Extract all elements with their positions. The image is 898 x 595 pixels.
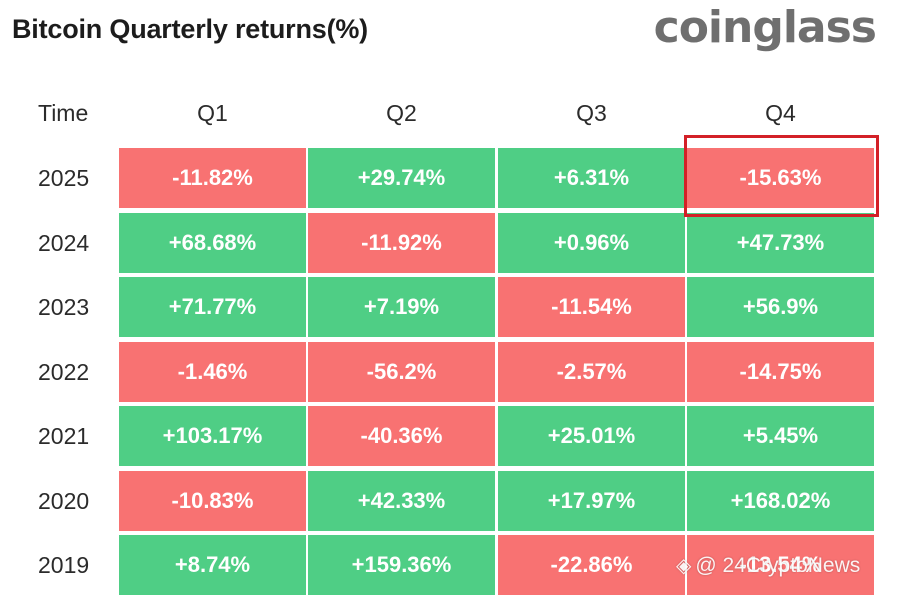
watermark-text: @ 24CryptoNews bbox=[695, 554, 861, 577]
return-cell: -56.2% bbox=[308, 342, 495, 402]
return-cell: +168.02% bbox=[687, 471, 874, 531]
chart-title: Bitcoin Quarterly returns(%) bbox=[12, 14, 368, 44]
return-cell: +25.01% bbox=[498, 406, 685, 466]
return-cell: -13.54% bbox=[687, 535, 874, 595]
return-cell: +8.74% bbox=[119, 535, 306, 595]
row-label-year: 2019 bbox=[38, 552, 90, 578]
coinglass-logo: coinglass bbox=[653, 2, 877, 53]
return-cell: -14.75% bbox=[687, 342, 874, 402]
return-cell: -22.86% bbox=[498, 535, 685, 595]
row-label-year: 2021 bbox=[38, 423, 90, 449]
return-cell: -15.63% bbox=[687, 148, 874, 208]
return-cell: +47.73% bbox=[687, 213, 874, 273]
return-cell: +17.97% bbox=[498, 471, 685, 531]
watermark: ◈ @ 24CryptoNews bbox=[676, 553, 860, 578]
return-cell: +56.9% bbox=[687, 277, 874, 337]
column-header-q2: Q2 bbox=[386, 100, 417, 126]
row-label-year: 2022 bbox=[38, 359, 90, 385]
return-cell: -1.46% bbox=[119, 342, 306, 402]
diamond-icon: ◈ bbox=[676, 555, 692, 577]
return-cell: -11.54% bbox=[498, 277, 685, 337]
return-cell: -11.92% bbox=[308, 213, 495, 273]
column-header-q1: Q1 bbox=[197, 100, 228, 126]
column-header-q4: Q4 bbox=[765, 100, 796, 126]
row-label-year: 2024 bbox=[38, 230, 90, 256]
return-cell: +71.77% bbox=[119, 277, 306, 337]
return-cell: -40.36% bbox=[308, 406, 495, 466]
return-cell: +159.36% bbox=[308, 535, 495, 595]
return-cell: +29.74% bbox=[308, 148, 495, 208]
return-cell: +68.68% bbox=[119, 213, 306, 273]
return-cell: +0.96% bbox=[498, 213, 685, 273]
column-header-time: Time bbox=[38, 100, 89, 126]
column-header-q3: Q3 bbox=[576, 100, 607, 126]
row-label-year: 2025 bbox=[38, 165, 90, 191]
return-cell: +42.33% bbox=[308, 471, 495, 531]
return-cell: -2.57% bbox=[498, 342, 685, 402]
return-cell: +5.45% bbox=[687, 406, 874, 466]
return-cell: -11.82% bbox=[119, 148, 306, 208]
row-label-year: 2023 bbox=[38, 294, 90, 320]
return-cell: +6.31% bbox=[498, 148, 685, 208]
return-cell: +103.17% bbox=[119, 406, 306, 466]
return-cell: +7.19% bbox=[308, 277, 495, 337]
row-label-year: 2020 bbox=[38, 488, 90, 514]
return-cell: -10.83% bbox=[119, 471, 306, 531]
